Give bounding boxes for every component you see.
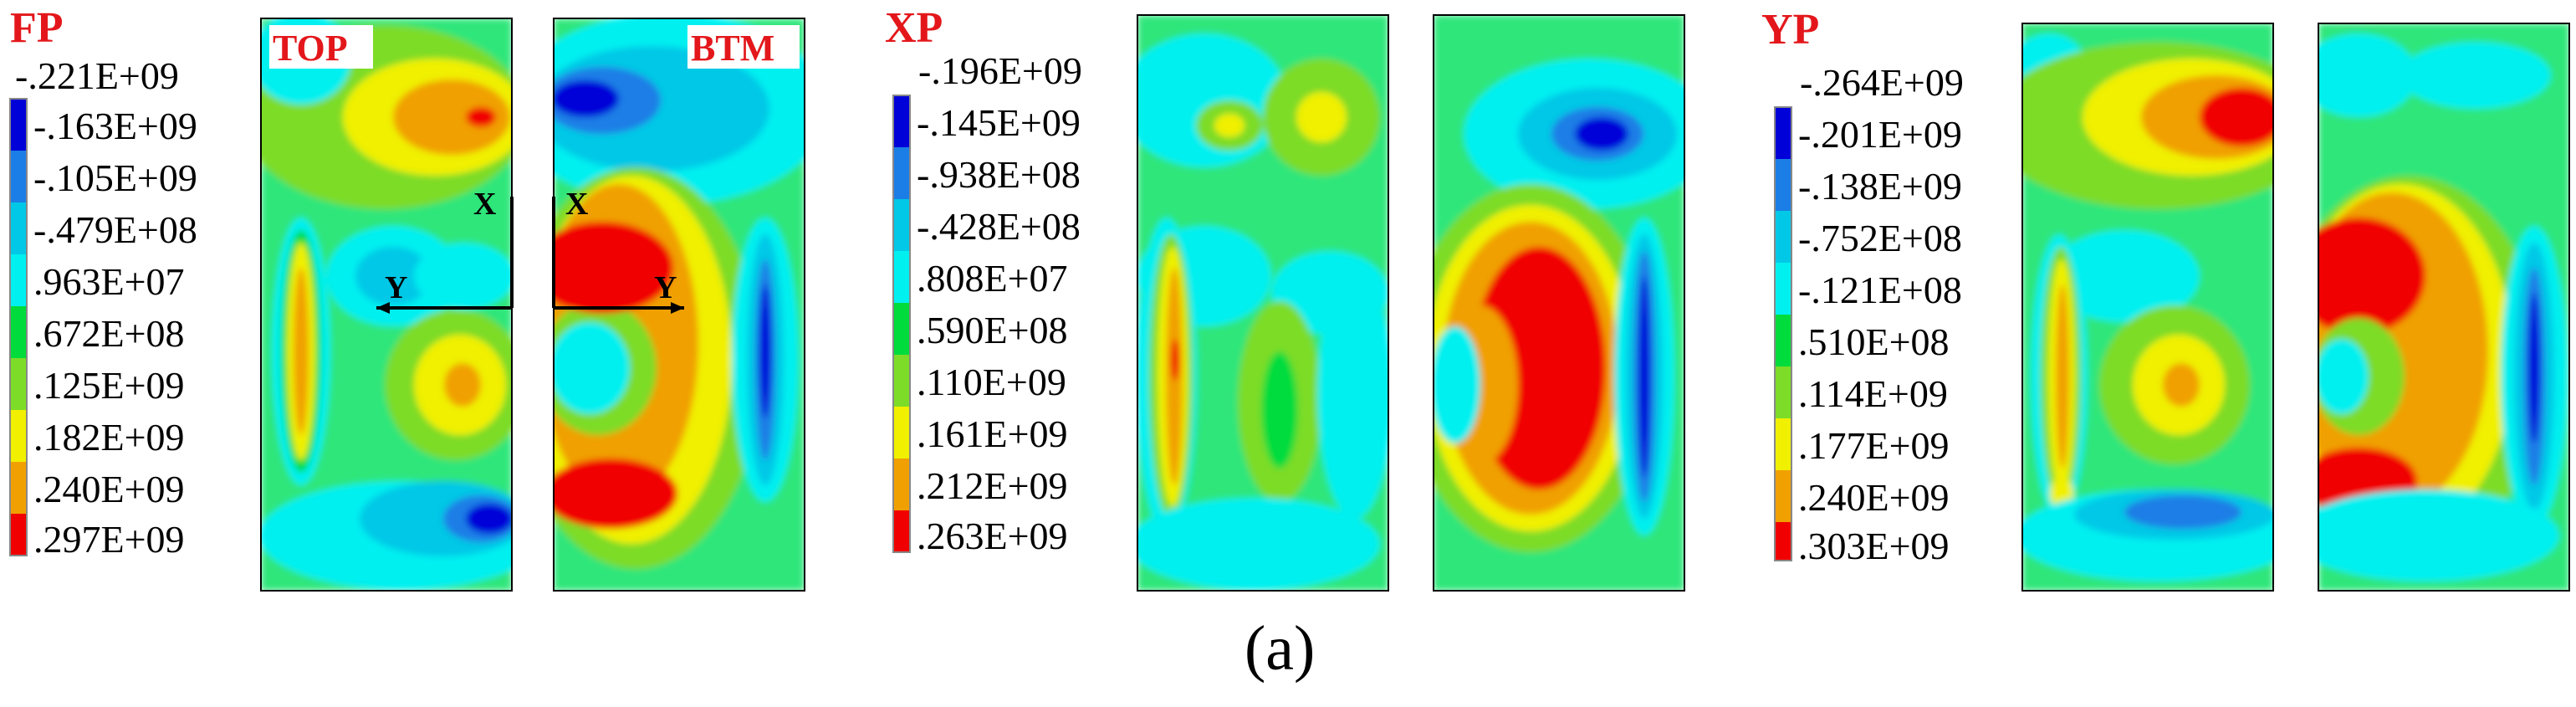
legend-swatch (893, 303, 910, 355)
legend-swatch (1775, 418, 1791, 470)
legend-swatch (1775, 159, 1791, 211)
legend-swatch (10, 306, 27, 358)
legend-swatch (10, 514, 27, 556)
legend-label: -.163E+09 (33, 105, 197, 147)
panel-tag-bottom: BTM (691, 28, 774, 69)
legend-swatch (893, 355, 910, 407)
legend-label: .297E+09 (33, 518, 185, 561)
legend-swatch (1775, 107, 1791, 159)
legend-label: -.479E+08 (33, 208, 197, 251)
legend-label: -.938E+08 (917, 153, 1081, 196)
legend-label: .240E+09 (1798, 476, 1950, 519)
legend-label: .240E+09 (33, 468, 185, 510)
axis-label-x-top: X (473, 187, 496, 222)
legend-label: .182E+09 (33, 416, 185, 459)
legend-xp (892, 95, 911, 553)
contour-panel-yp-top (2021, 23, 2274, 592)
legend-swatch (1775, 315, 1791, 366)
legend-label: -.105E+09 (33, 156, 197, 199)
legend-swatch (10, 410, 27, 462)
legend-label: -.752E+08 (1798, 217, 1962, 259)
group-title-yp: YP (1761, 6, 1819, 54)
axis-label-y-bottom: Y (654, 270, 677, 305)
group-title-fp: FP (10, 4, 64, 52)
legend-label: -.201E+09 (1798, 113, 1962, 156)
legend-top-value-xp: -.196E+09 (918, 49, 1082, 92)
legend-swatch (1775, 211, 1791, 263)
legend-label: .110E+09 (917, 361, 1066, 403)
legend-swatch (10, 202, 27, 254)
legend-label: .510E+08 (1798, 320, 1950, 363)
legend-label: -.428E+08 (917, 205, 1081, 248)
contour-panel-yp-bottom (2318, 23, 2570, 592)
legend-label: .590E+08 (917, 309, 1068, 351)
legend-label: .161E+09 (917, 412, 1068, 455)
legend-label: .114E+09 (1798, 372, 1948, 415)
legend-label: .125E+09 (33, 364, 185, 407)
legend-swatch (1775, 263, 1791, 315)
legend-swatch (893, 251, 910, 303)
axis-label-y-top: Y (385, 270, 407, 305)
legend-label: -.121E+08 (1798, 269, 1962, 311)
legend-swatch (1775, 366, 1791, 418)
contour-panel-fp-bottom: BTM X Y (552, 18, 805, 592)
legend-label: -.138E+09 (1798, 165, 1962, 207)
legend-label: -.145E+09 (917, 101, 1081, 144)
legend-swatch (1775, 522, 1791, 561)
legend-label: .177E+09 (1798, 424, 1950, 467)
legend-label: .212E+09 (917, 464, 1068, 507)
legend-swatch (10, 462, 27, 514)
legend-swatch (10, 99, 27, 151)
figure-caption: (a) (1245, 613, 1315, 684)
legend-label: .263E+09 (917, 515, 1068, 557)
legend-swatch (893, 459, 910, 510)
legend-swatch (893, 510, 910, 552)
legend-swatch (10, 151, 27, 202)
contour-panel-xp-bottom (1433, 14, 1685, 592)
axis-label-x-bottom: X (565, 187, 588, 222)
legend-swatch (10, 358, 27, 410)
legend-top-value-fp: -.221E+09 (15, 54, 179, 97)
legend-swatch (893, 95, 910, 147)
legend-swatch (893, 199, 910, 251)
legend-yp (1774, 106, 1792, 561)
panel-tag-top: TOP (273, 28, 348, 69)
legend-top-value-yp: -.264E+09 (1800, 61, 1964, 104)
legend-label: .963E+07 (33, 260, 185, 303)
group-fp: FP -.221E+09 -.163E+09 -.105E+09 -.479E+… (9, 4, 805, 592)
group-yp: YP -.264E+09 -.201E+09 -.138E+09 -.752E+… (1761, 6, 2570, 592)
contour-panel-xp-top (1137, 14, 1389, 592)
legend-label: .672E+08 (33, 312, 185, 355)
legend-swatch (893, 147, 910, 199)
legend-label: .808E+07 (917, 257, 1068, 300)
legend-swatch (893, 407, 910, 459)
legend-label: .303E+09 (1798, 525, 1950, 567)
group-title-xp: XP (885, 4, 943, 52)
group-xp: XP -.196E+09 -.145E+09 -.938E+08 -.428E+… (885, 4, 1685, 592)
legend-swatch (1775, 470, 1791, 522)
contour-panel-fp-top: TOP X Y (260, 18, 514, 592)
legend-swatch (10, 254, 27, 306)
legend-fp (9, 98, 28, 556)
